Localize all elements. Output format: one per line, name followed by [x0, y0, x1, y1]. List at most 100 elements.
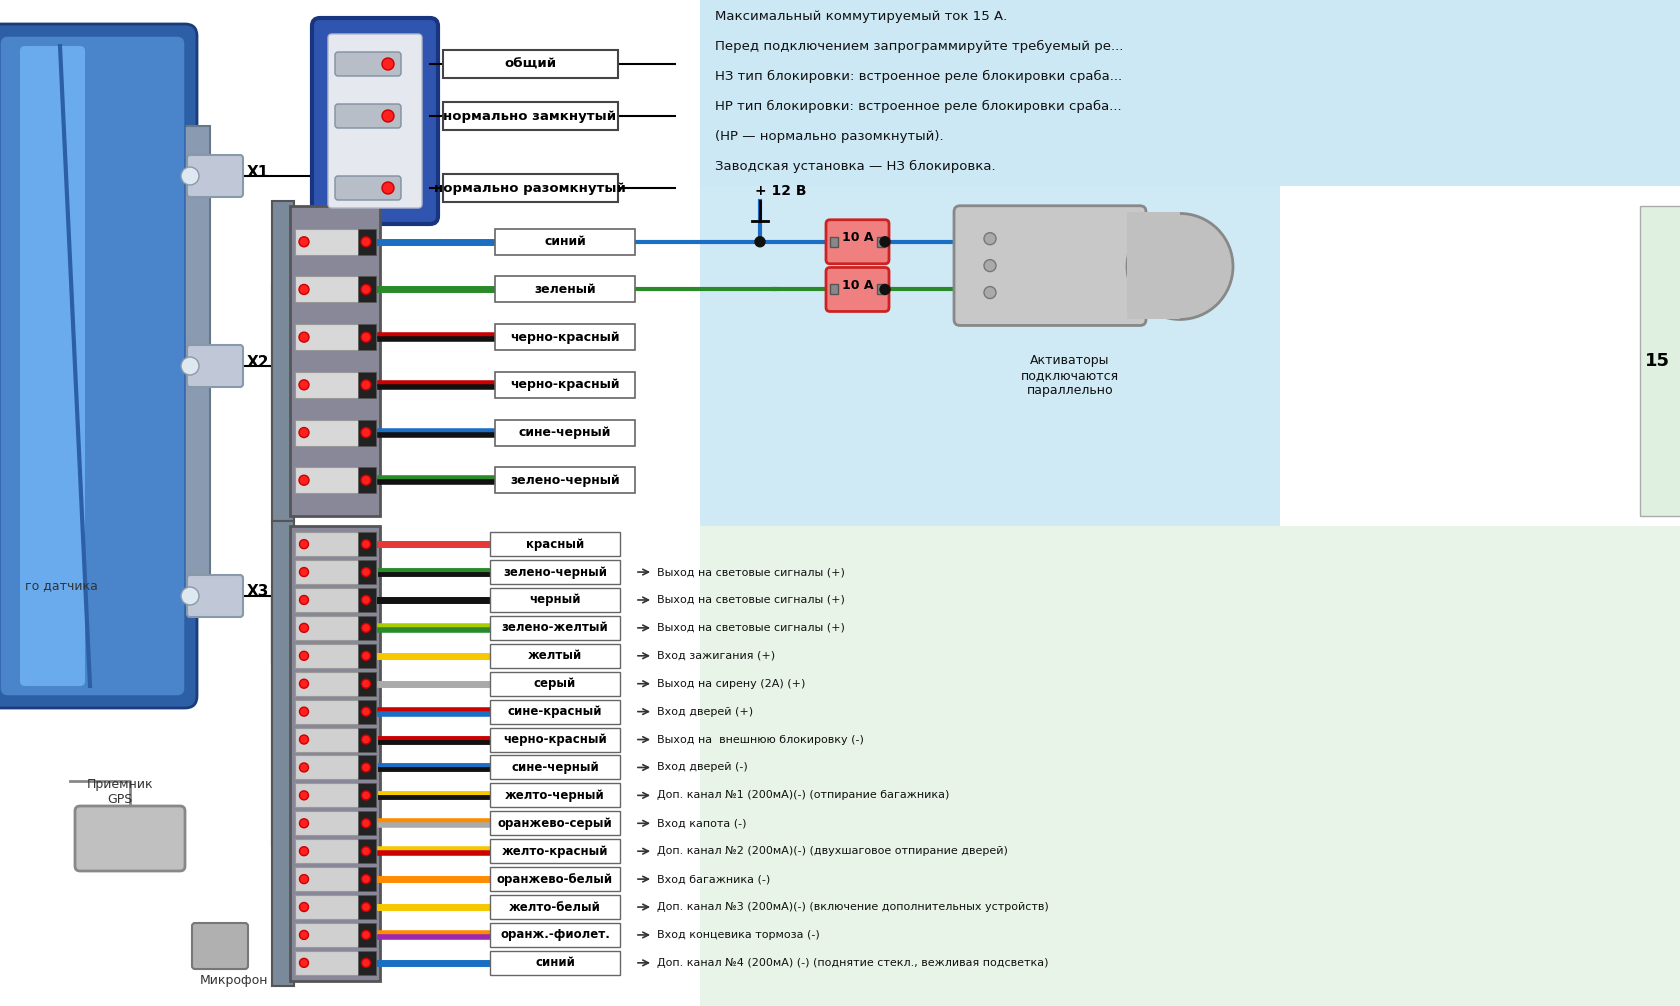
Circle shape — [361, 596, 370, 605]
Bar — [489, 588, 620, 612]
Bar — [294, 467, 360, 493]
FancyBboxPatch shape — [334, 176, 402, 200]
Bar — [358, 372, 376, 397]
FancyBboxPatch shape — [312, 18, 438, 224]
Circle shape — [983, 287, 996, 299]
FancyBboxPatch shape — [334, 52, 402, 76]
Circle shape — [299, 819, 309, 828]
Circle shape — [181, 586, 198, 605]
Text: Вход капота (-): Вход капота (-) — [657, 818, 746, 828]
Bar — [494, 467, 635, 493]
Text: Максимальный коммутируемый ток 15 А.: Максимальный коммутируемый ток 15 А. — [714, 9, 1006, 22]
Circle shape — [299, 707, 309, 716]
Circle shape — [361, 902, 370, 911]
Bar — [358, 672, 376, 696]
Bar — [444, 50, 618, 78]
Text: Выход на  внешнюю блокировку (-): Выход на внешнюю блокировку (-) — [657, 734, 864, 744]
Bar — [291, 206, 380, 516]
Bar — [294, 228, 360, 255]
Text: общий: общий — [504, 57, 556, 70]
Bar — [358, 467, 376, 493]
Bar — [294, 672, 360, 696]
Circle shape — [181, 357, 198, 375]
FancyBboxPatch shape — [334, 104, 402, 128]
FancyBboxPatch shape — [0, 24, 197, 708]
Text: серый: серый — [534, 677, 576, 690]
Text: оранжево-серый: оранжево-серый — [497, 817, 612, 830]
Bar — [294, 372, 360, 397]
Circle shape — [361, 679, 370, 688]
Circle shape — [381, 110, 393, 122]
Text: Вход дверей (+): Вход дверей (+) — [657, 706, 753, 716]
Circle shape — [299, 380, 309, 390]
Circle shape — [299, 874, 309, 883]
Circle shape — [361, 819, 370, 828]
Circle shape — [299, 596, 309, 605]
Bar — [358, 951, 376, 975]
Bar — [830, 236, 838, 246]
Text: Доп. канал №3 (200мА)(-) (включение дополнительных устройств): Доп. канал №3 (200мА)(-) (включение допо… — [657, 902, 1048, 912]
FancyBboxPatch shape — [186, 345, 244, 387]
Circle shape — [361, 332, 371, 342]
Bar — [877, 236, 884, 246]
Bar — [294, 895, 360, 919]
Text: го датчика: го датчика — [25, 579, 97, 593]
Text: 15: 15 — [1645, 352, 1668, 370]
Bar — [489, 699, 620, 723]
Bar — [489, 895, 620, 919]
FancyBboxPatch shape — [186, 575, 244, 617]
Bar — [358, 588, 376, 612]
Bar — [294, 699, 360, 723]
Text: желтый: желтый — [528, 649, 581, 662]
Circle shape — [361, 567, 370, 576]
FancyBboxPatch shape — [825, 219, 889, 264]
Text: Доп. канал №4 (200мА) (-) (поднятие стекл., вежливая подсветка): Доп. канал №4 (200мА) (-) (поднятие стек… — [657, 958, 1048, 968]
FancyBboxPatch shape — [20, 46, 86, 686]
Text: черно-красный: черно-красный — [511, 331, 620, 344]
Bar — [877, 285, 884, 295]
FancyBboxPatch shape — [0, 36, 185, 696]
FancyBboxPatch shape — [954, 206, 1146, 326]
Text: зелено-черный: зелено-черный — [502, 565, 606, 578]
Circle shape — [299, 332, 309, 342]
Bar — [444, 174, 618, 202]
Circle shape — [361, 874, 370, 883]
Text: (НР — нормально разомкнутый).: (НР — нормально разомкнутый). — [714, 130, 942, 143]
Text: Выход на световые сигналы (+): Выход на световые сигналы (+) — [657, 567, 845, 577]
Text: зелено-желтый: зелено-желтый — [501, 622, 608, 635]
FancyBboxPatch shape — [328, 34, 422, 208]
Bar — [294, 324, 360, 350]
Bar — [294, 560, 360, 584]
Bar — [294, 951, 360, 975]
Circle shape — [381, 182, 393, 194]
Text: Доп. канал №1 (200мА)(-) (отпирание багажника): Доп. канал №1 (200мА)(-) (отпирание бага… — [657, 791, 949, 801]
Text: зеленый: зеленый — [534, 283, 595, 296]
Circle shape — [361, 791, 370, 800]
Circle shape — [361, 475, 371, 485]
Bar — [358, 895, 376, 919]
Circle shape — [299, 847, 309, 856]
Bar — [699, 526, 1680, 1006]
Bar — [294, 784, 360, 808]
Bar — [358, 420, 376, 446]
Bar — [494, 228, 635, 255]
Bar — [358, 324, 376, 350]
Circle shape — [1126, 213, 1231, 320]
Circle shape — [361, 624, 370, 633]
Circle shape — [361, 539, 370, 548]
Bar — [358, 277, 376, 303]
Bar — [494, 277, 635, 303]
Bar — [294, 588, 360, 612]
Bar — [444, 102, 618, 130]
Bar — [358, 756, 376, 780]
Circle shape — [361, 428, 371, 438]
Circle shape — [299, 428, 309, 438]
Circle shape — [299, 791, 309, 800]
Text: НЗ тип блокировки: встроенное реле блокировки сраба...: НЗ тип блокировки: встроенное реле блоки… — [714, 69, 1122, 82]
Circle shape — [299, 959, 309, 968]
Bar — [489, 644, 620, 668]
Circle shape — [299, 651, 309, 660]
Text: Выход на световые сигналы (+): Выход на световые сигналы (+) — [657, 623, 845, 633]
Bar — [358, 811, 376, 835]
Text: X2: X2 — [247, 354, 269, 369]
